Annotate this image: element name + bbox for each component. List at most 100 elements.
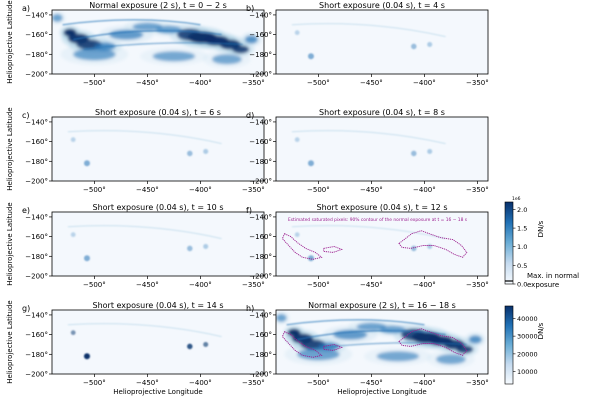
coronal-loop <box>307 342 467 351</box>
faint-loop <box>67 130 222 145</box>
x-tick-label: −450° <box>136 79 159 87</box>
emission-core <box>52 13 63 22</box>
x-tick-label: −350° <box>242 379 265 387</box>
x-tick-label: −450° <box>136 379 159 387</box>
panel-background <box>276 117 488 181</box>
panel-frame <box>51 116 265 182</box>
y-tick-label: −160° <box>249 331 272 339</box>
bright-kernel <box>294 232 300 238</box>
x-tick-label: −350° <box>466 379 489 387</box>
panel-background <box>52 212 264 276</box>
colorbar-tick-label: 0.0 <box>517 281 527 289</box>
emission-core <box>232 45 250 54</box>
panel-c: −500° −450° −400° −350° −140° −160° −180° −200°… <box>6 107 265 194</box>
panel-background <box>52 117 264 181</box>
panel-background <box>276 10 488 74</box>
colorbar-tick-label: 1.0 <box>517 243 527 251</box>
panel-e: −500° −450° −400° −350° −140° −160° −180° −200°… <box>6 202 265 289</box>
saturation-contour <box>323 344 343 351</box>
colorbars-layer: 0.0 0.5 1.0 1.5 2.0 1e6 DN/s Max. in normalexpo… <box>504 196 579 385</box>
panel-title: Short exposure (0.04 s), t = 12 s <box>317 203 448 212</box>
y-tick-label: −140° <box>249 11 272 19</box>
colorbar-tick-label: 20000 <box>517 350 538 358</box>
x-tick-label: −500° <box>83 186 106 194</box>
panel-title: Short exposure (0.04 s), t = 4 s <box>319 1 445 10</box>
x-tick-label: −500° <box>307 79 330 87</box>
emission-core <box>468 335 482 344</box>
x-tick-label: −450° <box>360 379 383 387</box>
y-tick-label: −140° <box>25 213 48 221</box>
bright-kernel <box>294 30 300 36</box>
colorbar-tick-label: 1.5 <box>517 225 527 233</box>
bright-kernel <box>307 255 314 262</box>
faint-loop <box>291 130 446 145</box>
x-tick-label: −400° <box>413 186 436 194</box>
bright-kernel <box>70 330 76 336</box>
colorbar-tick-label: 0.5 <box>517 262 527 270</box>
y-axis-label: Helioprojective Latitude <box>6 0 14 83</box>
emission-core <box>356 322 387 331</box>
x-tick-label: −500° <box>307 281 330 289</box>
panel-frame <box>275 211 489 277</box>
coronal-loop <box>73 29 222 41</box>
y-tick-label: −160° <box>249 233 272 241</box>
x-tick-label: −350° <box>242 186 265 194</box>
emission-image <box>291 130 446 167</box>
panel-background <box>276 212 488 276</box>
y-tick-label: −200° <box>249 178 272 186</box>
faint-loop <box>291 225 446 240</box>
emission-core <box>297 348 340 361</box>
bright-kernel <box>307 160 314 167</box>
y-tick-label: −180° <box>249 158 272 166</box>
x-tick-label: −450° <box>360 79 383 87</box>
y-tick-label: −180° <box>249 51 272 59</box>
emission-core <box>436 354 466 365</box>
contour-annotation: Estimated saturated pixels: 90% contour … <box>288 217 468 223</box>
panel-letter: d) <box>246 111 254 120</box>
emission-image <box>52 10 262 69</box>
colorbar-tick-label: 40000 <box>517 315 538 323</box>
y-tick-label: −180° <box>25 253 48 261</box>
x-tick-label: −400° <box>413 79 436 87</box>
colorbar-label: DN/s <box>537 220 545 237</box>
panel-title: Normal exposure (2 s), t = 0 − 2 s <box>89 1 227 10</box>
x-tick-label: −350° <box>242 281 265 289</box>
bright-kernel <box>70 232 76 238</box>
y-tick-label: −140° <box>249 118 272 126</box>
bright-kernel <box>83 160 90 167</box>
y-tick-label: −140° <box>25 118 48 126</box>
y-tick-label: −160° <box>25 233 48 241</box>
y-tick-label: −140° <box>25 311 48 319</box>
emission-image <box>276 310 486 369</box>
x-tick-label: −350° <box>466 186 489 194</box>
panel-title: Normal exposure (2 s), t = 16 − 18 s <box>308 301 456 310</box>
bright-kernel <box>70 137 76 143</box>
bright-kernel <box>187 245 193 252</box>
y-tick-label: −180° <box>249 351 272 359</box>
panel-letter: e) <box>22 206 30 215</box>
bright-kernel <box>83 353 90 360</box>
x-axis-label: Helioprojective Longitude <box>337 388 426 396</box>
x-tick-label: −400° <box>189 79 212 87</box>
emission-core <box>376 351 420 362</box>
faint-loop <box>291 23 446 38</box>
saturation-contour <box>398 230 468 258</box>
bright-kernel <box>187 343 193 350</box>
colorbar-gradient <box>504 201 514 285</box>
y-axis-label: Helioprojective Latitude <box>6 107 14 190</box>
panel-title: Short exposure (0.04 s), t = 6 s <box>95 108 221 117</box>
colorbar-tick-label: 2.0 <box>517 206 527 214</box>
panel-d: −500° −450° −400° −350° −140° −160° −180° −200°… <box>246 108 489 194</box>
bright-kernel <box>294 137 300 143</box>
panel-letter: g) <box>22 304 30 313</box>
panel-frame <box>275 116 489 182</box>
coronal-loop <box>297 329 446 341</box>
emission-core <box>132 22 163 31</box>
x-tick-label: −400° <box>413 281 436 289</box>
y-tick-label: −180° <box>25 51 48 59</box>
x-tick-label: −500° <box>307 186 330 194</box>
y-tick-label: −160° <box>249 31 272 39</box>
panel-letter: f) <box>246 206 252 215</box>
panel-letter: c) <box>22 111 30 120</box>
